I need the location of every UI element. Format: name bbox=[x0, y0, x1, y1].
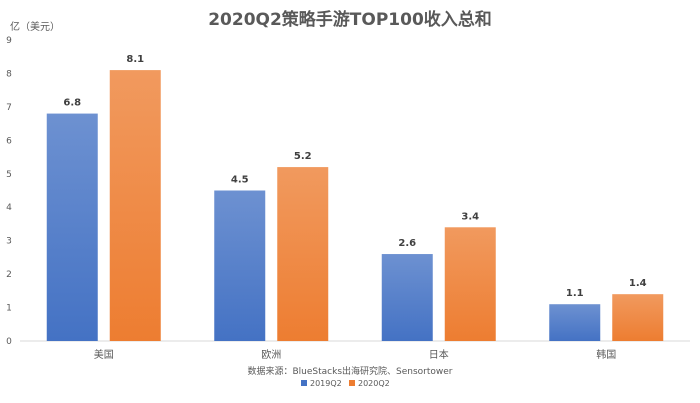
y-tick-label: 8 bbox=[6, 69, 12, 79]
data-label: 5.2 bbox=[294, 151, 312, 162]
data-labels-group: 6.8 8.1 4.5 5.2 2.6 3.4 1.1 1.4 bbox=[63, 54, 646, 299]
y-tick-label: 5 bbox=[6, 170, 12, 180]
bar-2020q2 bbox=[444, 227, 496, 341]
data-label: 3.4 bbox=[461, 211, 479, 222]
y-tick-label: 6 bbox=[6, 136, 12, 146]
data-label: 6.8 bbox=[63, 98, 81, 109]
bar-2020q2 bbox=[109, 70, 161, 341]
y-tick-label: 7 bbox=[6, 103, 12, 113]
x-category-label: 欧洲 bbox=[261, 349, 281, 361]
bar-2019q2 bbox=[381, 254, 433, 341]
legend-swatch bbox=[301, 380, 307, 386]
bar-2019q2 bbox=[214, 190, 266, 341]
y-axis-unit-label: 亿（美元） bbox=[10, 20, 60, 33]
data-label: 2.6 bbox=[398, 238, 416, 249]
chart-title: 2020Q2策略手游TOP100收入总和 bbox=[208, 9, 492, 30]
y-tick-label: 0 bbox=[6, 337, 12, 347]
y-axis-ticks: 0 1 2 3 4 5 6 7 8 9 bbox=[6, 36, 12, 347]
bars-group bbox=[46, 70, 664, 341]
x-category-label: 韩国 bbox=[596, 348, 616, 361]
legend-swatch bbox=[349, 380, 355, 386]
y-tick-label: 2 bbox=[6, 270, 12, 280]
legend: 2019Q2 2020Q2 bbox=[301, 379, 390, 388]
x-category-label: 美国 bbox=[94, 348, 114, 361]
y-tick-label: 9 bbox=[6, 36, 12, 46]
legend-label: 2019Q2 bbox=[310, 379, 342, 388]
y-tick-label: 3 bbox=[6, 237, 12, 247]
y-tick-label: 4 bbox=[6, 203, 12, 213]
bar-2020q2 bbox=[612, 294, 664, 341]
legend-label: 2020Q2 bbox=[358, 379, 390, 388]
data-label: 1.4 bbox=[629, 278, 647, 289]
x-category-label: 日本 bbox=[429, 348, 449, 361]
bar-2020q2 bbox=[277, 167, 329, 341]
y-tick-label: 1 bbox=[6, 304, 12, 314]
bar-2019q2 bbox=[46, 113, 98, 341]
data-label: 8.1 bbox=[126, 54, 144, 65]
data-label: 4.5 bbox=[231, 175, 249, 186]
source-note: 数据来源：BlueStacks出海研究院、Sensortower bbox=[247, 365, 452, 377]
data-label: 1.1 bbox=[566, 288, 584, 299]
bar-2019q2 bbox=[549, 304, 601, 341]
x-axis-categories: 美国 欧洲 日本 韩国 bbox=[94, 348, 617, 361]
